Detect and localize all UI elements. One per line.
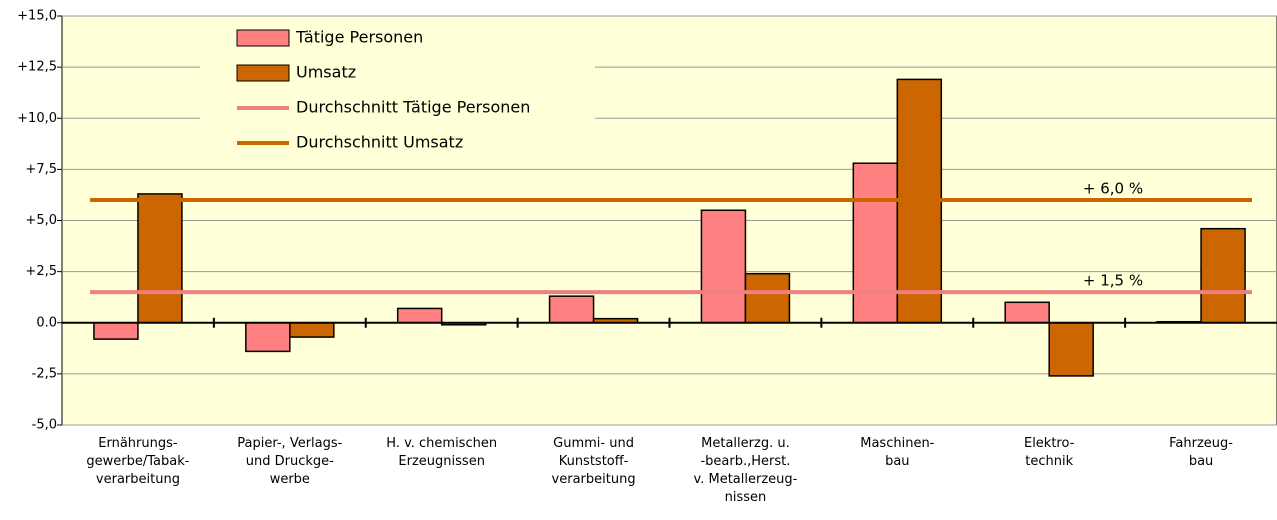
legend-label: Durchschnitt Tätige Personen [296,98,530,117]
legend-label: Tätige Personen [295,28,423,47]
bar [744,272,791,324]
bar [93,322,139,340]
y-tick-label: +7,5 [25,162,57,177]
x-tick-label: Gummi- und Kunststoff-verarbeitung [552,436,636,487]
x-tick-label-line: Erzeugnissen [398,454,485,469]
bar [548,295,595,324]
bar [396,307,443,324]
y-tick-label: -5,0 [32,418,57,433]
y-tick-label: -2,5 [32,366,57,381]
x-tick-label: Fahrzeug-bau [1169,436,1233,469]
x-tick-label-line: Fahrzeug- [1169,436,1233,451]
average-label: + 1,5 % [1083,272,1143,290]
y-tick-label: +2,5 [25,264,57,279]
x-tick-label-line: technik [1025,454,1073,469]
x-tick-label-line: werbe [270,472,310,487]
x-tick-label-line: Maschinen- [860,436,934,451]
x-tick-label-line: -bearb.,Herst. [700,454,790,469]
y-tick-label: 0.0 [36,315,57,330]
legend-label: Durchschnitt Umsatz [296,133,463,152]
legend-swatch [236,64,290,82]
x-tick-label-line: Gummi- und [553,436,634,451]
x-tick-label-line: H. v. chemischen [386,436,497,451]
x-tick-label: Metallerzg. u. -bearb.,Herst. v. Metallerz… [694,436,798,505]
x-tick-label: Papier-, Verlags-und Druckge-werbe [237,436,342,487]
bar [1048,322,1094,377]
x-tick-label-line: und Druckge- [246,454,334,469]
y-tick-label: +12,5 [17,60,57,75]
y-tick-label: +10,0 [17,111,57,126]
x-tick-label-line: Elektro- [1024,436,1075,451]
x-tick-label-line: Papier-, Verlags- [237,436,342,451]
legend-label: Umsatz [296,63,356,82]
bar [137,193,183,324]
x-tick-label-line: bau [1189,454,1213,469]
bar [289,322,335,338]
bar [700,209,747,324]
average-label: + 6,0 % [1083,180,1143,198]
x-tick-label-line: nissen [725,490,767,505]
bar [1200,227,1246,324]
bar [245,322,291,353]
x-tick-label: Maschinen-bau [860,436,934,469]
x-tick-label-line: bau [885,454,909,469]
x-tick-label: Ernährungs-gewerbe/Tabak-verarbeitung [86,436,189,487]
x-tick-label: H. v. chemischen Erzeugnissen [386,436,497,469]
y-tick-label: +5,0 [25,213,57,228]
x-tick-label: Elektro-technik [1024,436,1075,469]
y-tick-label: +15,0 [17,9,57,24]
x-tick-label-line: Metallerzg. u. [701,436,790,451]
x-tick-label-line: v. Metallerzeug- [694,472,798,487]
bar [852,162,899,324]
x-tick-label-line: verarbeitung [552,472,636,487]
bar [1004,301,1050,324]
x-tick-label-line: gewerbe/Tabak- [86,454,189,469]
x-tick-label-line: Kunststoff- [559,454,629,469]
legend-swatch [236,29,290,47]
x-tick-label-line: Ernährungs- [98,436,178,451]
x-tick-label-line: verarbeitung [96,472,180,487]
